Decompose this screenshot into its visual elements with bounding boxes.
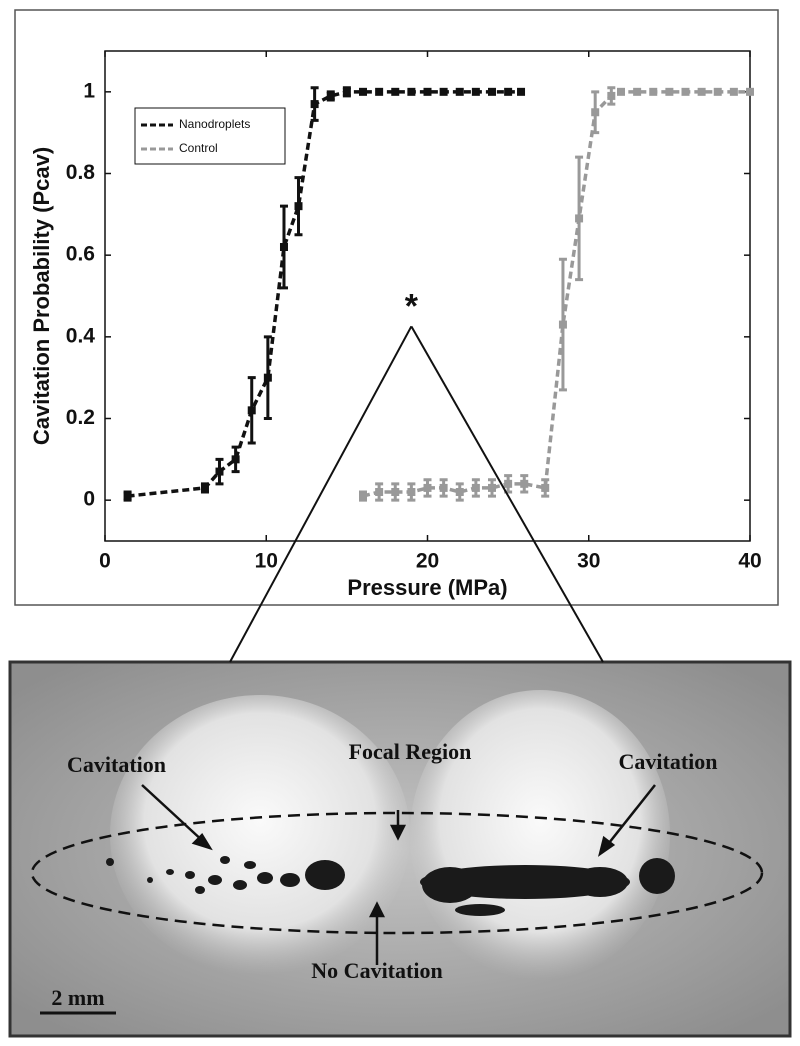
image-label: Cavitation: [67, 752, 166, 777]
marker: [407, 87, 416, 96]
x-axis-label: Pressure (MPa): [347, 575, 507, 600]
marker: [310, 100, 319, 109]
marker: [439, 483, 448, 492]
marker: [439, 87, 448, 96]
marker: [681, 87, 690, 96]
marker: [633, 87, 642, 96]
legend-label: Control: [179, 141, 218, 155]
marker: [471, 483, 480, 492]
chart-frame: [14, 9, 779, 606]
marker: [517, 87, 526, 96]
bright-lobe: [410, 690, 670, 980]
marker: [471, 87, 480, 96]
marker: [665, 87, 674, 96]
marker: [713, 87, 722, 96]
plot: 0 10 20 30 40 0 0.2 0.4 0.6 0.8 1 Pressure (MPa) Cav…: [29, 50, 762, 600]
y-tick-label: 0.4: [66, 324, 96, 347]
series-line: [127, 90, 522, 498]
marker: [607, 91, 616, 100]
marker: [558, 320, 567, 329]
zoom-line: [229, 325, 413, 663]
marker: [423, 483, 432, 492]
marker: [591, 108, 600, 117]
arrows: [141, 784, 656, 965]
x-tick-label: 30: [577, 550, 600, 573]
marker: [455, 488, 464, 496]
zoom-lines: [229, 325, 604, 663]
marker: [263, 373, 272, 382]
marker: [407, 488, 416, 496]
marker: [391, 87, 400, 96]
bright-lobe: [110, 695, 410, 975]
marker: [326, 91, 335, 100]
marker: [375, 488, 384, 496]
image-label: No Cavitation: [311, 958, 442, 983]
micrograph: Cavitation Focal Region Cavitation No Ca…: [8, 660, 792, 1038]
cavitation-blobs: [106, 856, 675, 916]
y-axis-label: Cavitation Probability (Pcav): [29, 147, 54, 445]
y-tick-label: 0.8: [66, 161, 96, 184]
marker: [423, 87, 432, 96]
y-tick-label: 0: [83, 488, 95, 511]
marker: [279, 243, 288, 251]
marker: [504, 479, 513, 488]
marker: [359, 87, 367, 96]
marker: [488, 87, 496, 96]
marker: [746, 87, 754, 96]
image-label: Cavitation: [619, 749, 718, 774]
y-tick-label: 0.2: [66, 406, 95, 429]
legend-box: [134, 107, 286, 165]
marker: [504, 87, 513, 96]
x-tick-label: 10: [255, 550, 278, 573]
legend-label: Nanodroplets: [179, 117, 250, 131]
focal-region-outline: [30, 811, 764, 935]
marker: [575, 214, 584, 223]
marker: [294, 202, 303, 211]
marker: [697, 87, 706, 96]
zoom-line: [410, 325, 604, 663]
x-tick-label: 0: [99, 550, 111, 573]
marker: [649, 87, 658, 96]
marker: [247, 406, 256, 415]
marker: [729, 87, 738, 96]
marker: [375, 87, 384, 96]
scale-bar-label: 2 mm: [51, 985, 104, 1010]
x-tick-label: 20: [416, 550, 439, 573]
marker: [342, 87, 351, 96]
marker: [455, 87, 464, 96]
y-tick-label: 1: [83, 79, 95, 102]
marker: [200, 483, 209, 492]
marker: [359, 492, 367, 501]
annotation: *: [405, 287, 419, 325]
marker: [391, 488, 400, 496]
marker: [123, 492, 132, 501]
image-label: Focal Region: [349, 739, 472, 764]
marker: [520, 479, 529, 488]
marker: [541, 483, 550, 492]
x-tick-label: 40: [738, 550, 761, 573]
marker: [231, 455, 240, 464]
marker: [488, 483, 496, 492]
marker: [215, 467, 224, 476]
marker: [617, 87, 625, 96]
y-tick-label: 0.6: [66, 243, 95, 266]
